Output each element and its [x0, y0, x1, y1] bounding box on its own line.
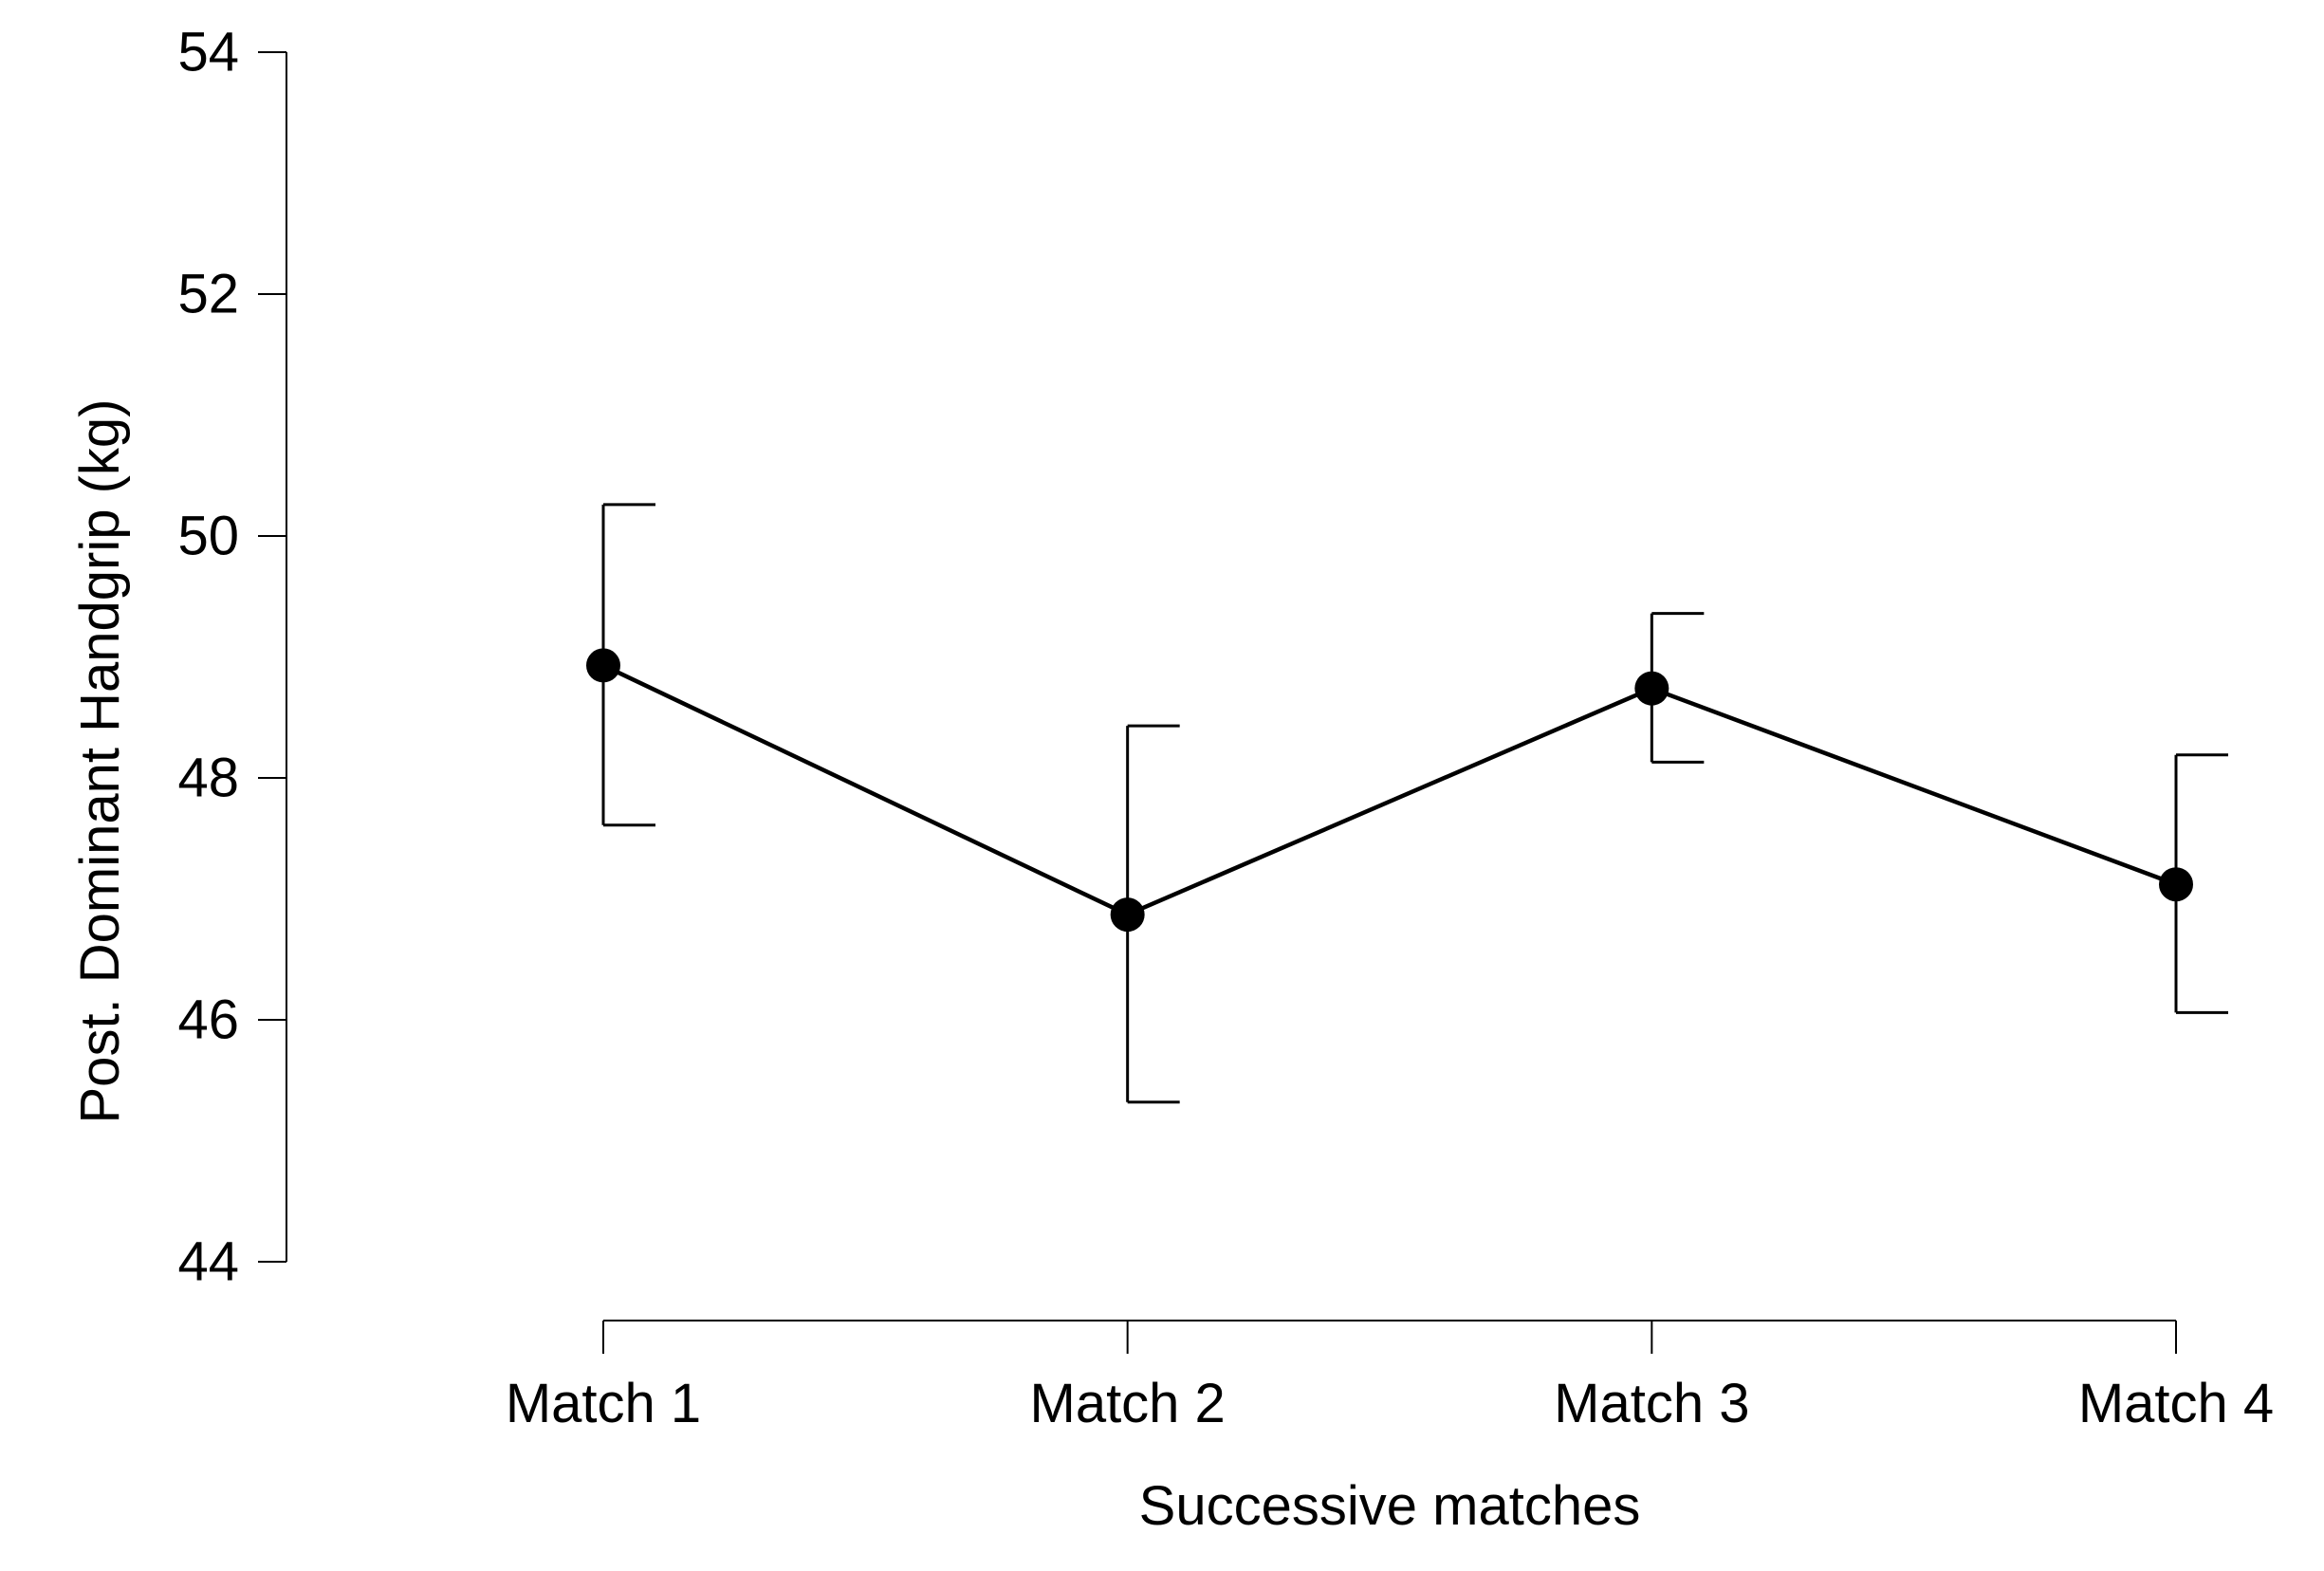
data-point	[586, 648, 620, 683]
y-axis: 44 46 48 50 52 54	[177, 22, 287, 1293]
x-tick-label: Match 1	[506, 1373, 701, 1434]
series	[586, 648, 2193, 933]
y-tick-label: 52	[177, 264, 239, 325]
data-point	[1110, 897, 1145, 933]
series-line	[602, 663, 2177, 917]
x-tick-label: Match 3	[1554, 1373, 1749, 1434]
x-axis: Match 1 Match 2 Match 3 Match 4	[506, 1320, 2274, 1434]
data-point	[2159, 867, 2193, 902]
y-tick-label: 50	[177, 506, 239, 567]
y-tick-label: 46	[177, 989, 239, 1051]
y-tick-label: 44	[177, 1231, 239, 1293]
x-axis-title: Successive matches	[1139, 1475, 1641, 1537]
data-point	[1634, 671, 1669, 706]
x-tick-label: Match 2	[1030, 1373, 1226, 1434]
x-tick-label: Match 4	[2078, 1373, 2274, 1434]
y-tick-label: 54	[177, 22, 239, 83]
y-axis-title: Post. Dominant Handgrip (kg)	[69, 399, 131, 1124]
y-tick-label: 48	[177, 748, 239, 809]
error-bars	[601, 503, 2228, 1104]
